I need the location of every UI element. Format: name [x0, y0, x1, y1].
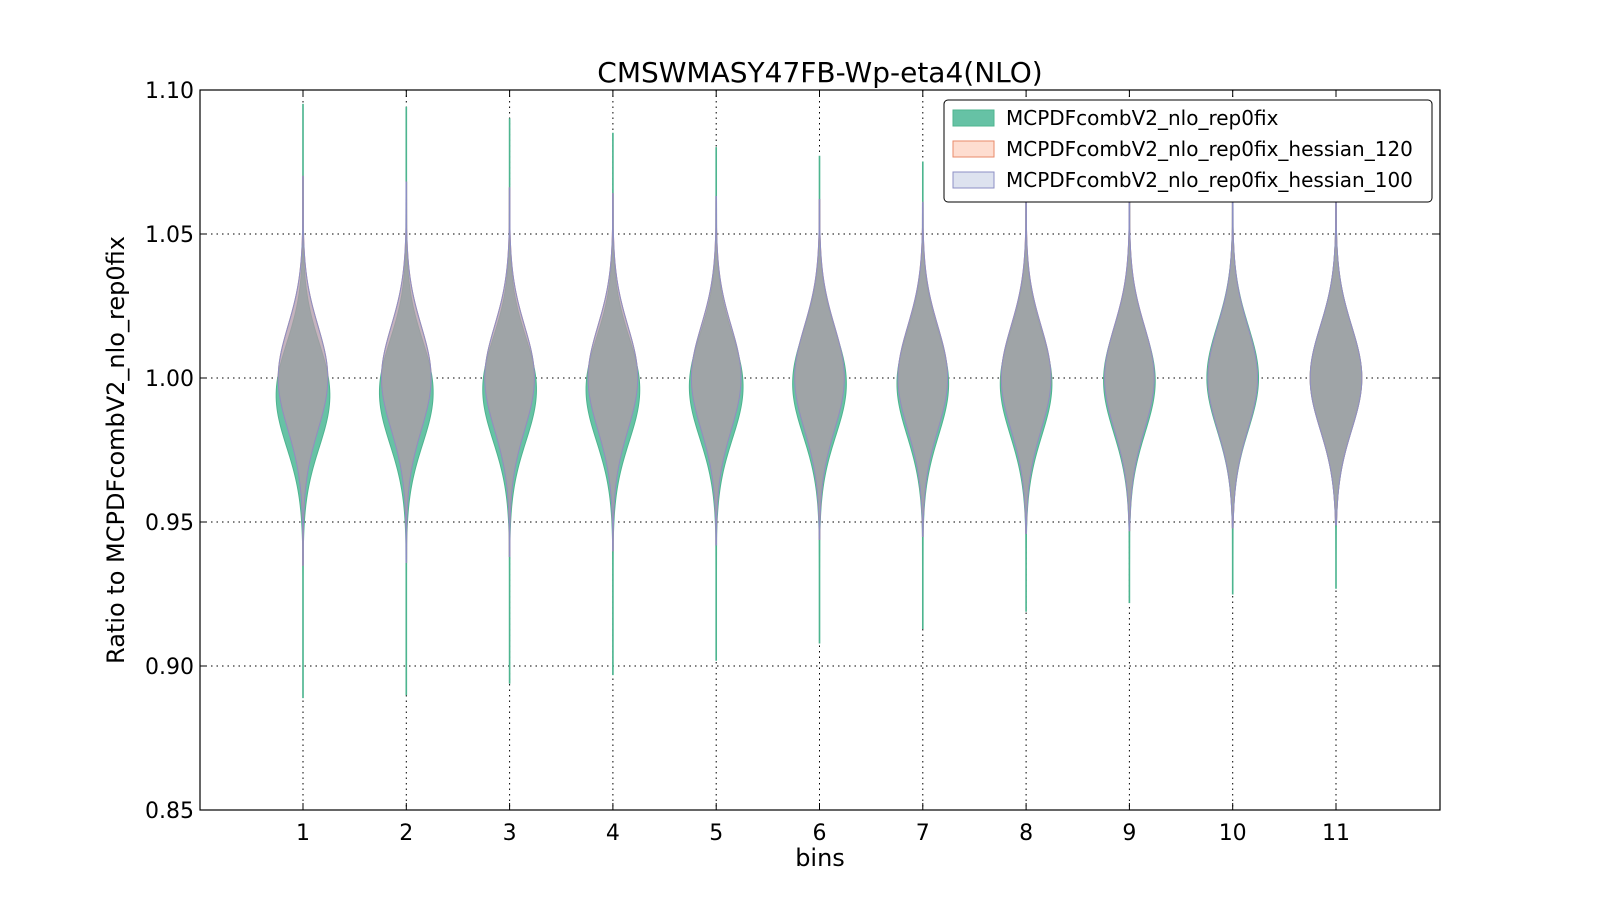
x-tick-label: 2: [399, 821, 413, 846]
violin-body: [587, 193, 639, 552]
violin-body: [1104, 201, 1155, 532]
legend-label: MCPDFcombV2_nlo_rep0fix_hessian_120: [1006, 137, 1413, 161]
x-axis-label: bins: [795, 844, 845, 872]
x-tick-label: 8: [1019, 821, 1033, 846]
legend-box: [943, 99, 1433, 203]
y-axis-label: Ratio to MCPDFcombV2_nlo_rep0fix: [102, 236, 130, 664]
legend-swatch: [952, 171, 995, 189]
x-tick-label: 11: [1322, 821, 1350, 846]
x-tick-label: 10: [1219, 821, 1247, 846]
chart-title: CMSWMASY47FB-Wp-eta4(NLO): [597, 56, 1042, 89]
legend-swatch: [952, 109, 995, 127]
x-tick-label: 3: [503, 821, 517, 846]
axis-ticks: 0.85 0.90 0.95 1.00 1.05 1.10 1 2 3 4 5 6 7 8 9 10 11: [145, 79, 1440, 846]
y-tick-label: 1.05: [145, 223, 194, 248]
y-tick-label: 0.90: [145, 655, 194, 680]
x-tick-label: 5: [709, 821, 723, 846]
legend-label: MCPDFcombV2_nlo_rep0fix_hessian_100: [1006, 168, 1413, 192]
violin-body: [277, 175, 329, 566]
violin-body: [690, 196, 742, 546]
violins: [275, 103, 1363, 699]
violin-body: [381, 181, 432, 563]
y-tick-label: 1.10: [145, 79, 194, 104]
violin-series-3: [277, 175, 1363, 566]
violin-body: [897, 201, 949, 537]
violin-body: [484, 187, 535, 558]
violin-body: [1309, 201, 1363, 526]
legend: MCPDFcombV2_nlo_rep0fix MCPDFcombV2_nlo_r…: [943, 99, 1433, 203]
legend-swatch: [952, 140, 995, 158]
x-tick-label: 7: [916, 821, 930, 846]
x-tick-label: 1: [296, 821, 310, 846]
violin-body: [1000, 201, 1052, 535]
y-tick-label: 1.00: [145, 367, 194, 392]
y-tick-label: 0.85: [145, 799, 194, 824]
y-tick-label: 0.95: [145, 511, 194, 536]
violin-body: [794, 198, 845, 540]
x-tick-label: 4: [606, 821, 620, 846]
x-tick-label: 9: [1122, 821, 1136, 846]
x-tick-label: 6: [813, 821, 827, 846]
violin-body: [1207, 201, 1258, 529]
legend-label: MCPDFcombV2_nlo_rep0fix: [1006, 106, 1279, 130]
